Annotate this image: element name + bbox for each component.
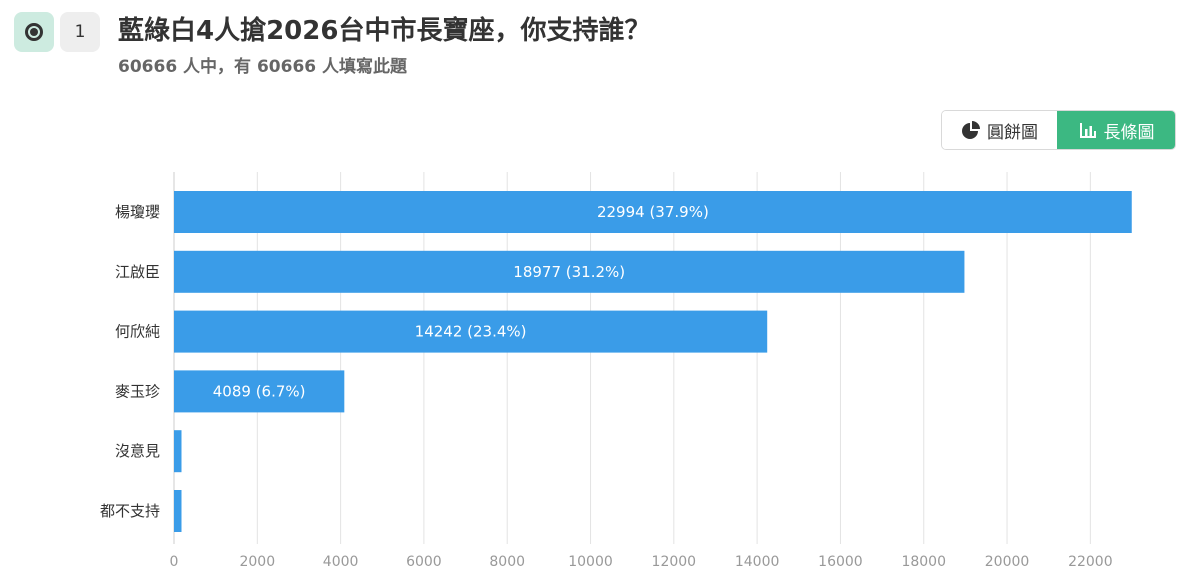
bar <box>174 191 1132 233</box>
category-label: 何欣純 <box>115 323 160 341</box>
bar <box>174 430 182 473</box>
data-label: 14242 (23.4%) <box>415 323 527 341</box>
data-label: 4089 (6.7%) <box>213 382 306 400</box>
radio-icon <box>25 23 43 41</box>
x-tick-label: 0 <box>170 554 179 570</box>
x-tick-label: 12000 <box>652 554 697 570</box>
x-tick-label: 16000 <box>818 554 863 570</box>
bar <box>174 370 345 413</box>
category-label: 江啟臣 <box>115 263 160 281</box>
data-label: 22994 (37.9%) <box>597 203 709 221</box>
bar <box>174 250 965 293</box>
bar-chart-button[interactable]: 長條圖 <box>1057 111 1175 149</box>
question-number: 1 <box>60 12 100 52</box>
question-title: 藍綠白4人搶2026台中市長寶座，你支持誰？ <box>118 16 651 46</box>
x-tick-label: 2000 <box>239 554 275 570</box>
chart-view-toggle: 圓餅圖 長條圖 <box>941 110 1176 150</box>
pie-chart-icon <box>962 121 980 139</box>
bar-chart-label: 長條圖 <box>1103 122 1155 143</box>
x-tick-label: 4000 <box>323 554 359 570</box>
bar <box>174 310 768 353</box>
pie-chart-button[interactable]: 圓餅圖 <box>942 111 1057 149</box>
x-tick-label: 6000 <box>406 554 442 570</box>
x-tick-label: 18000 <box>901 554 946 570</box>
x-tick-label: 22000 <box>1068 554 1113 570</box>
category-label: 都不支持 <box>100 502 160 520</box>
x-tick-label: 14000 <box>735 554 780 570</box>
x-tick-label: 8000 <box>489 554 525 570</box>
bar <box>174 490 182 532</box>
pie-chart-label: 圓餅圖 <box>987 122 1038 143</box>
category-label: 麥玉珍 <box>115 382 160 400</box>
bar-chart: 0 2000 4000 6000 8000 10000 12000 14000 16000 180… <box>100 172 1132 570</box>
question-type-icon <box>14 12 54 52</box>
category-label: 沒意見 <box>115 442 160 460</box>
category-label: 楊瓊瓔 <box>115 203 160 221</box>
data-label: 18977 (31.2%) <box>513 263 625 281</box>
bar-chart-icon <box>1079 123 1096 138</box>
x-tick-label: 10000 <box>568 554 613 570</box>
x-tick-label: 20000 <box>985 554 1030 570</box>
response-count: 60666 人中，有 60666 人填寫此題 <box>118 57 408 77</box>
